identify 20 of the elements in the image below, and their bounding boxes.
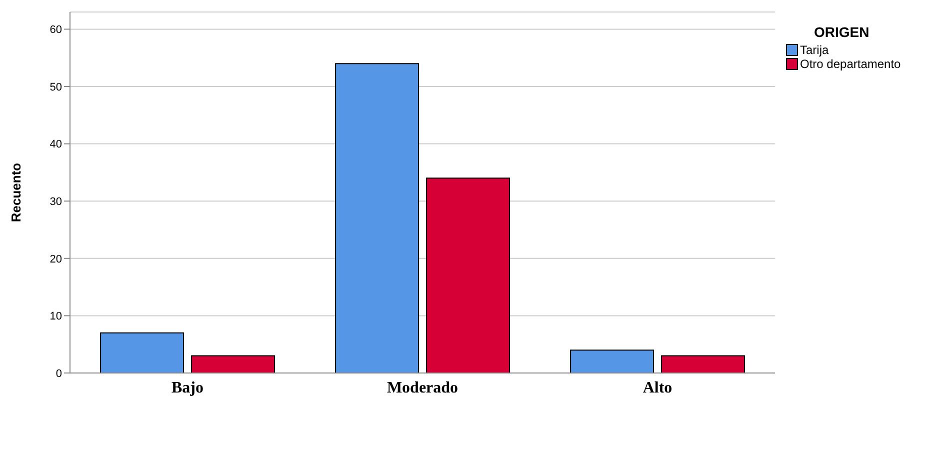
bar bbox=[191, 355, 276, 373]
x-tick-label: Alto bbox=[642, 379, 672, 396]
y-tick-label: 40 bbox=[50, 138, 62, 151]
y-tick-label: 0 bbox=[56, 368, 62, 380]
y-tick-label: 20 bbox=[50, 253, 62, 266]
x-tick-label: Moderado bbox=[386, 379, 458, 396]
bar bbox=[570, 350, 654, 373]
legend-label: Otro departamento bbox=[800, 57, 901, 71]
x-tick-label: Bajo bbox=[172, 379, 204, 396]
y-tick-label: 30 bbox=[50, 196, 62, 208]
bar bbox=[100, 332, 184, 373]
y-axis-title: Recuento bbox=[8, 162, 24, 222]
bar bbox=[426, 178, 510, 373]
y-tick-label: 60 bbox=[50, 24, 62, 36]
bar bbox=[661, 355, 746, 373]
legend-title: ORIGEN bbox=[814, 24, 870, 40]
y-tick-label: 10 bbox=[50, 310, 62, 323]
bar bbox=[335, 63, 420, 373]
legend-label: Tarija bbox=[800, 43, 829, 57]
y-tick-label: 50 bbox=[50, 81, 62, 94]
